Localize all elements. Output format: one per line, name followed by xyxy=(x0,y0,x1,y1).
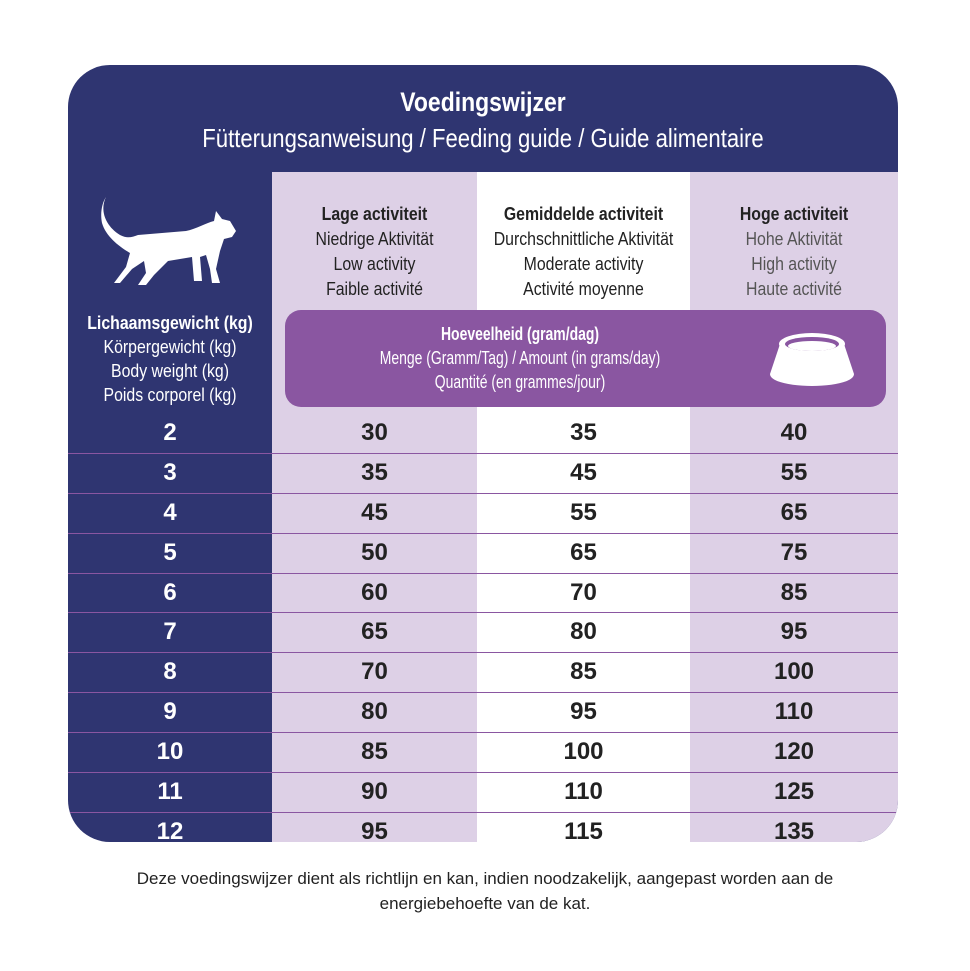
cat-icon xyxy=(101,197,236,285)
column-sub: High activity xyxy=(751,254,837,274)
amount-cell: 35 xyxy=(361,458,388,486)
weight-cell: 7 xyxy=(163,618,177,646)
weight-cell: 10 xyxy=(156,738,184,766)
amount-cell: 100 xyxy=(563,738,604,766)
column-sub: Faible activité xyxy=(326,279,423,299)
table-row: 3 35 45 55 xyxy=(68,452,898,493)
bowl-icon xyxy=(770,333,854,386)
weight-cell: 11 xyxy=(157,778,183,806)
amount-cell: 125 xyxy=(773,778,815,806)
column-header: Hoge activiteit xyxy=(739,204,849,224)
column-sub: Activité moyenne xyxy=(523,279,644,299)
amount-cell: 40 xyxy=(780,419,808,446)
table-row: 2 30 35 40 xyxy=(68,414,898,453)
table-row: 8 70 85 100 xyxy=(68,652,898,692)
column-header: Lage activiteit xyxy=(321,204,428,224)
amount-cell: 85 xyxy=(361,738,388,766)
footer-note: Deze voedingswijzer dient als richtlijn … xyxy=(136,869,834,913)
amount-cell: 85 xyxy=(570,658,597,686)
amount-cell: 110 xyxy=(774,698,814,726)
column-sub: Durchschnittliche Aktivität xyxy=(493,229,674,249)
amount-cell: 80 xyxy=(570,618,597,646)
weight-label-nl: Lichaamsgewicht (kg) xyxy=(87,313,253,333)
weight-cell: 3 xyxy=(163,458,177,486)
amount-cell: 35 xyxy=(570,419,597,446)
amount-label-de-en: Menge (Gramm/Tag) / Amount (in grams/day… xyxy=(379,348,661,368)
amount-cell: 110 xyxy=(564,778,603,806)
amount-cell: 60 xyxy=(361,578,388,606)
weight-cell: 12 xyxy=(156,817,184,842)
column-sub: Moderate activity xyxy=(523,254,644,274)
amount-cell: 50 xyxy=(361,538,388,566)
table-row: 11 90 110 125 xyxy=(68,772,898,812)
weight-cell: 5 xyxy=(163,538,177,566)
table-row: 10 85 100 120 xyxy=(68,732,898,772)
amount-cell: 55 xyxy=(780,458,808,486)
amount-cell: 95 xyxy=(361,817,388,842)
weight-label-fr: Poids corporel (kg) xyxy=(103,385,237,405)
amount-cell: 70 xyxy=(570,578,597,606)
title: Voedingswijzer xyxy=(400,87,566,117)
amount-cell: 100 xyxy=(773,658,815,686)
amount-cell: 95 xyxy=(570,698,597,726)
amount-band: Hoeveelheid (gram/dag) Menge (Gramm/Tag)… xyxy=(285,310,886,407)
amount-cell: 95 xyxy=(780,618,808,646)
amount-cell: 115 xyxy=(564,817,603,842)
table-row: 9 80 95 110 xyxy=(68,692,898,732)
amount-cell: 135 xyxy=(773,817,815,842)
subtitle: Fütterungsanweisung / Feeding guide / Gu… xyxy=(202,123,764,153)
weight-label-de: Körpergewicht (kg) xyxy=(103,337,237,357)
table-row: 12 95 115 135 xyxy=(68,811,898,842)
column-high-activity: Hoge activiteit Hohe Aktivität High activi… xyxy=(690,172,898,842)
amount-label-nl: Hoeveelheid (gram/dag) xyxy=(440,324,600,344)
column-sub: Low activity xyxy=(333,254,416,274)
weight-label-en: Body weight (kg) xyxy=(111,361,229,381)
amount-cell: 55 xyxy=(570,498,597,526)
amount-cell: 120 xyxy=(773,738,815,766)
amount-cell: 30 xyxy=(361,419,388,446)
amount-cell: 85 xyxy=(780,578,808,606)
weight-cell: 8 xyxy=(163,658,177,686)
weight-cell: 9 xyxy=(163,698,177,726)
table-row: 7 65 80 95 xyxy=(68,612,898,652)
table-row: 5 50 65 75 xyxy=(68,532,898,573)
table-row: 6 60 70 85 xyxy=(68,572,898,613)
body-weight-label: Lichaamsgewicht (kg) Körpergewicht (kg) … xyxy=(80,311,260,407)
column-sub: Hohe Aktivität xyxy=(745,229,843,249)
feeding-guide-card: Voedingswijzer Fütterungsanweisung / Fee… xyxy=(68,65,898,842)
amount-cell: 80 xyxy=(361,698,388,726)
column-header: Gemiddelde activiteit xyxy=(503,204,664,224)
amount-cell: 45 xyxy=(361,498,388,526)
column-sub: Haute activité xyxy=(746,279,842,299)
amount-cell: 75 xyxy=(780,538,808,566)
amount-cell: 65 xyxy=(570,538,597,566)
amount-cell: 45 xyxy=(570,458,597,486)
amount-cell: 90 xyxy=(361,778,388,806)
table-row: 4 45 55 65 xyxy=(68,492,898,533)
weight-cell: 6 xyxy=(163,578,177,606)
amount-label-fr: Quantité (en grammes/jour) xyxy=(434,372,606,392)
column-moderate-activity: Gemiddelde activiteit Durchschnittliche A… xyxy=(477,172,690,842)
column-sub: Niedrige Aktivität xyxy=(315,229,434,249)
amount-cell: 65 xyxy=(780,498,808,526)
weight-cell: 2 xyxy=(163,419,177,446)
amount-cell: 70 xyxy=(361,658,388,686)
weight-cell: 4 xyxy=(163,498,177,526)
amount-cell: 65 xyxy=(361,618,388,646)
feeding-table: 2 30 35 40 3 35 45 55 4 45 55 65 5 50 65 75 6 60 70 85 7 65 80… xyxy=(68,414,898,842)
column-low-activity: Lage activiteit Niedrige Aktivität Low act… xyxy=(272,172,477,842)
